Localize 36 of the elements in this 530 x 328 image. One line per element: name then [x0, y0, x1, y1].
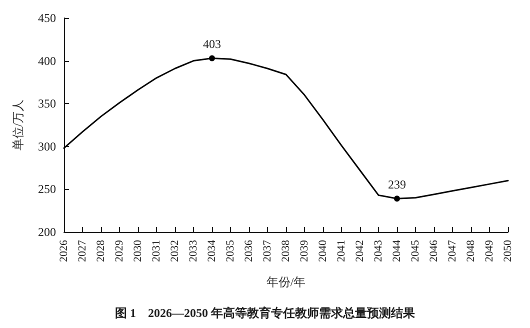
y-tick-label: 200	[38, 225, 56, 239]
x-tick-label: 2026	[58, 240, 70, 262]
y-tick-label: 350	[38, 96, 56, 111]
x-tick-label: 2036	[243, 240, 255, 262]
x-tick-label: 2028	[95, 240, 107, 262]
x-tick-label: 2042	[354, 240, 366, 262]
x-tick-label: 2029	[114, 240, 126, 262]
x-tick-label: 2030	[132, 240, 144, 262]
x-tick-label: 2035	[224, 240, 236, 262]
x-axis-title: 年份/年	[266, 275, 306, 289]
data-label: 239	[388, 178, 406, 192]
x-tick-label: 2041	[336, 240, 348, 262]
y-tick-label: 300	[38, 139, 56, 154]
x-tick-label: 2050	[502, 240, 514, 262]
y-tick-label: 400	[38, 54, 56, 68]
text: 图 1 2026—2050 年高等教育专任教师需求总量预测结果	[115, 306, 416, 320]
x-tick-label: 2046	[428, 240, 440, 262]
x-tick-label: 2027	[76, 240, 88, 262]
y-tick-label: 450	[38, 11, 56, 25]
x-tick-label: 2033	[188, 240, 200, 262]
x-tick-label: 2038	[280, 240, 292, 262]
x-tick-label: 2049	[484, 240, 496, 262]
x-tick-label: 2047	[446, 240, 458, 262]
x-tick-label: 2040	[317, 240, 329, 262]
y-tick-label: 250	[38, 182, 56, 196]
data-label: 403	[203, 37, 221, 52]
x-tick-label: 2039	[298, 240, 310, 262]
x-tick-label: 2037	[262, 240, 274, 262]
x-tick-label: 2031	[150, 240, 162, 262]
x-tick-label: 2043	[372, 240, 384, 262]
y-axis-title: 单位/万人	[11, 99, 25, 151]
x-tick-label: 2034	[206, 240, 218, 262]
x-tick-label: 2045	[410, 240, 422, 262]
x-tick-label: 2044	[391, 240, 403, 262]
x-tick-label: 2032	[169, 240, 181, 262]
x-tick-label: 2048	[465, 240, 477, 262]
